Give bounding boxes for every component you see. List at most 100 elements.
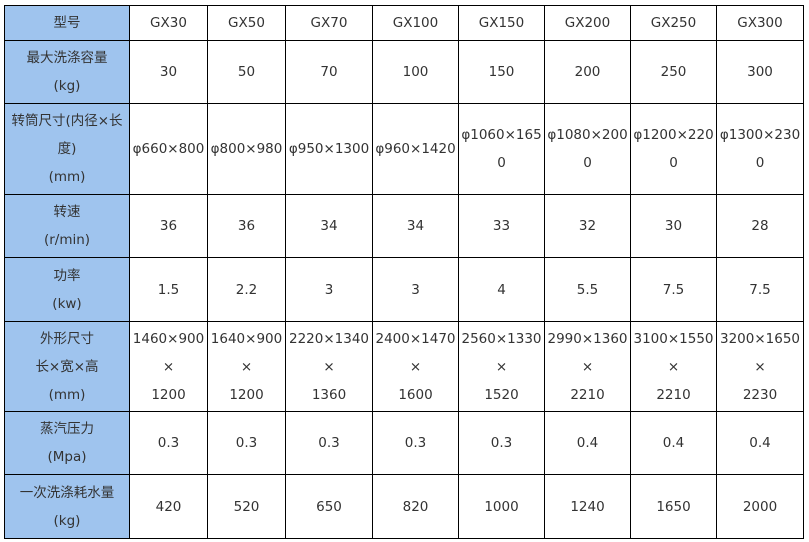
table-row: 最大洗涤容量 (kg) 30 50 70 100 150 200 250 300	[4, 40, 804, 104]
cell-text: 1200	[229, 386, 264, 403]
table-cell: 200	[544, 40, 631, 104]
cell-text: (kg)	[53, 78, 81, 94]
table-cell: 2000	[716, 474, 804, 539]
cell-text: 2990×1360	[547, 330, 628, 347]
cell-text: 36	[237, 218, 256, 234]
cell-text: 1520	[484, 386, 519, 403]
table-cell: 3	[285, 257, 373, 322]
cell-text: GX50	[228, 15, 265, 31]
cell-text: 30	[159, 64, 178, 80]
table-cell: 0.3	[372, 411, 459, 475]
table-cell: φ1080×200 0	[544, 103, 631, 195]
cell-text: 度)	[57, 141, 77, 157]
cell-text: (mm)	[48, 169, 86, 185]
cell-text: 1460×900	[132, 330, 205, 347]
table-cell: 650	[285, 474, 373, 539]
cell-text: 2560×1330	[461, 330, 542, 347]
cell-text: φ1200×220	[633, 127, 714, 143]
table-row: 外形尺寸 长×宽×高 (mm) 1460×900 × 1200 1640×900 × 1200 2…	[4, 321, 804, 412]
table-cell: 3100×1550 × 2210	[630, 321, 717, 412]
cell-text: 2000	[742, 498, 778, 515]
cell-text: GX150	[478, 15, 525, 31]
row-header: 一次洗涤耗水量 (kg)	[4, 474, 130, 539]
cell-text: 0.3	[404, 435, 427, 451]
cell-text: 1.5	[157, 281, 180, 298]
table-cell: 0.4	[716, 411, 804, 475]
column-header: GX300	[716, 5, 804, 41]
table-cell: 3200×1650 × 2230	[716, 321, 804, 412]
table-cell: 34	[285, 194, 373, 258]
cell-text: 0.3	[490, 435, 513, 451]
cell-text: 420	[155, 498, 182, 515]
table-row: 型号 GX30 GX50 GX70 GX100 GX150 GX200 GX250 GX300	[4, 5, 804, 41]
cell-text: 7.5	[662, 281, 685, 298]
table-cell: 30	[129, 40, 208, 104]
cell-text: 7.5	[749, 281, 771, 298]
row-header: 最大洗涤容量 (kg)	[4, 40, 130, 104]
table-cell: 520	[207, 474, 286, 539]
cell-text: 0	[497, 155, 506, 171]
cell-text: 0.3	[318, 435, 340, 451]
cell-text: ×	[754, 358, 766, 375]
cell-text: 0.4	[662, 435, 685, 451]
row-header: 转速 (r/min)	[4, 194, 130, 258]
cell-text: 0.4	[576, 435, 599, 451]
cell-text: (mm)	[48, 386, 86, 403]
cell-text: GX200	[564, 15, 611, 31]
cell-text: (r/min)	[43, 232, 91, 248]
table-cell: 0.3	[285, 411, 373, 475]
cell-text: 150	[488, 64, 515, 80]
row-header: 转筒尺寸(内径×长 度) (mm)	[4, 103, 130, 195]
cell-text: 520	[233, 498, 260, 515]
table-cell: 1240	[544, 474, 631, 539]
cell-text: 1000	[484, 498, 519, 515]
table-cell: φ660×800	[129, 103, 208, 195]
table-cell: 7.5	[630, 257, 717, 322]
cell-text: 2210	[656, 386, 691, 403]
cell-text: 最大洗涤容量	[26, 50, 108, 66]
cell-text: 100	[402, 64, 429, 80]
cell-text: (kw)	[52, 295, 82, 312]
cell-text: 转筒尺寸(内径×长	[11, 113, 123, 129]
cell-text: 3100×1550	[633, 330, 714, 347]
cell-text: (kg)	[53, 512, 81, 529]
cell-text: 300	[747, 64, 773, 80]
table-row: 一次洗涤耗水量 (kg) 420 520 650 820 1000 1240 1650 2000	[4, 474, 804, 539]
table-cell: 1460×900 × 1200	[129, 321, 208, 412]
cell-text: 1200	[151, 386, 186, 403]
cell-text: ×	[240, 358, 253, 375]
column-header: GX150	[458, 5, 545, 41]
cell-text: 2210	[570, 386, 605, 403]
table-cell: 820	[372, 474, 459, 539]
table-cell: 0.3	[129, 411, 208, 475]
cell-text: 0.4	[749, 435, 771, 451]
cell-text: φ800×980	[210, 141, 283, 157]
cell-text: 3	[411, 281, 420, 298]
table-cell: 0.4	[630, 411, 717, 475]
table-cell: 1.5	[129, 257, 208, 322]
column-header: GX250	[630, 5, 717, 41]
cell-text: 36	[159, 218, 178, 234]
cell-text: 5.5	[576, 281, 599, 298]
cell-text: ×	[162, 358, 175, 375]
cell-text: φ960×1420	[375, 141, 456, 157]
table-cell: 2220×1340 × 1360	[285, 321, 373, 412]
cell-text: 0	[755, 155, 765, 171]
table-cell: 420	[129, 474, 208, 539]
table-cell: 7.5	[716, 257, 804, 322]
table-cell: 1650	[630, 474, 717, 539]
cell-text: GX250	[650, 15, 697, 31]
cell-text: 28	[751, 218, 769, 234]
table-row: 功率 (kw) 1.5 2.2 3 3 4 5.5 7.5 7.5	[4, 257, 804, 322]
table-cell: 32	[544, 194, 631, 258]
table-cell: 50	[207, 40, 286, 104]
column-header: GX30	[129, 5, 208, 41]
cell-text: 250	[660, 64, 687, 80]
column-header: GX70	[285, 5, 373, 41]
table-cell: 250	[630, 40, 717, 104]
table-cell: 3	[372, 257, 459, 322]
table-cell: 2.2	[207, 257, 286, 322]
table-cell: 100	[372, 40, 459, 104]
table-cell: 150	[458, 40, 545, 104]
cell-text: 3	[324, 281, 334, 298]
